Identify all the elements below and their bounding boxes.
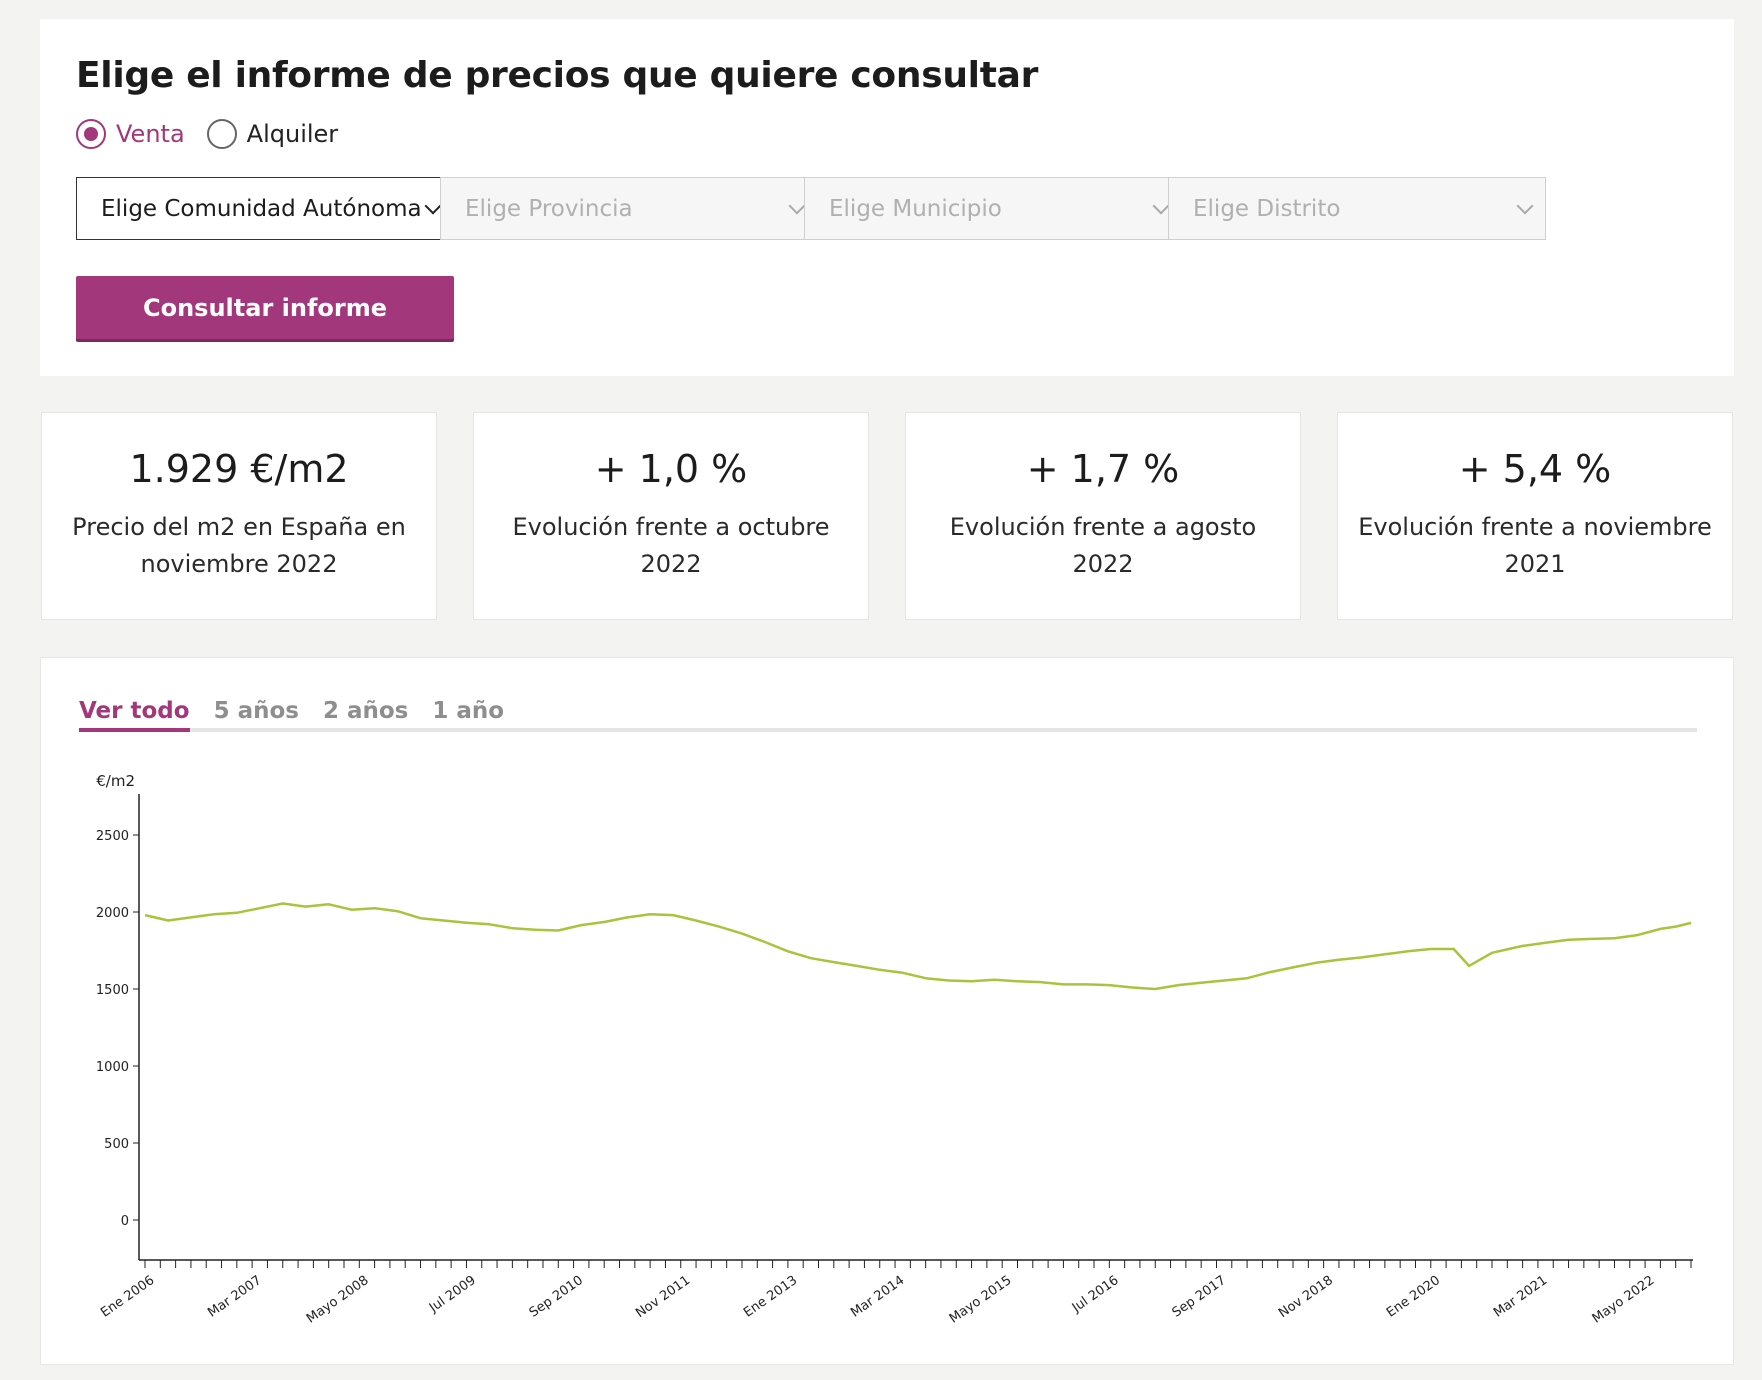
x-tick-label: Ene 2006: [98, 1273, 157, 1321]
stat-value: + 5,4 %: [1458, 447, 1612, 491]
radio-alquiler[interactable]: Alquiler: [206, 119, 339, 149]
chevron-down-icon: [1152, 197, 1170, 215]
select-distrito-value: Elige Distrito: [1193, 195, 1341, 222]
tab-2-anos[interactable]: 2 años: [322, 698, 409, 724]
stat-card-price: 1.929 €/m2 Precio del m2 en España en no…: [41, 412, 437, 620]
series-line: [144, 902, 1692, 991]
y-tick-label: 2500: [96, 829, 129, 844]
x-tick-label: Mayo 2022: [1590, 1273, 1658, 1327]
report-selector-panel: Elige el informe de precios que quiere c…: [40, 19, 1734, 376]
x-tick-label: Mayo 2008: [304, 1273, 372, 1327]
radio-alquiler-label[interactable]: Alquiler: [246, 120, 339, 148]
stat-description: Precio del m2 en España en noviembre 202…: [72, 513, 406, 578]
radio-venta[interactable]: Venta: [76, 119, 185, 149]
stat-card-yearly: + 5,4 % Evolución frente a noviembre 202…: [1337, 412, 1733, 620]
x-tick-label: Jul 2016: [1069, 1273, 1122, 1316]
x-tick-label: Ene 2020: [1384, 1273, 1443, 1321]
y-tick-label: 1000: [96, 1060, 129, 1075]
y-axis-label: €/m2: [96, 772, 135, 790]
y-tick-label: 1500: [96, 983, 129, 998]
radio-alquiler-indicator[interactable]: [206, 119, 237, 149]
period-tabs: Ver todo 5 años 2 años 1 año: [79, 698, 1697, 732]
select-provincia-value: Elige Provincia: [465, 195, 633, 222]
x-tick-label: Nov 2018: [1276, 1273, 1336, 1321]
tab-1-ano[interactable]: 1 año: [432, 698, 505, 724]
stat-value: 1.929 €/m2: [129, 447, 349, 491]
stat-value: + 1,7 %: [1026, 447, 1180, 491]
select-distrito[interactable]: Elige Distrito: [1168, 177, 1546, 240]
chevron-down-icon: [1516, 197, 1534, 215]
y-tick-label: 0: [121, 1214, 129, 1229]
select-municipio[interactable]: Elige Municipio: [804, 177, 1182, 240]
select-municipio-value: Elige Municipio: [829, 195, 1002, 222]
stat-description: Evolución frente a octubre 2022: [512, 513, 830, 578]
radio-venta-label[interactable]: Venta: [116, 120, 185, 148]
x-tick-label: Ene 2013: [741, 1273, 800, 1321]
stat-description: Evolución frente a noviembre 2021: [1358, 513, 1712, 578]
tab-5-anos[interactable]: 5 años: [213, 698, 299, 724]
x-tick-label: Mar 2007: [205, 1273, 264, 1321]
page-title: Elige el informe de precios que quiere c…: [76, 55, 1039, 96]
select-comunidad-value: Elige Comunidad Autónoma: [101, 195, 422, 222]
consult-report-button[interactable]: Consultar informe: [76, 276, 454, 339]
tab-ver-todo[interactable]: Ver todo: [79, 698, 190, 732]
x-tick-label: Mar 2014: [848, 1273, 907, 1321]
x-tick-label: Sep 2010: [527, 1273, 586, 1321]
x-tick-label: Nov 2011: [633, 1273, 693, 1321]
operation-radio-group: Venta Alquiler: [76, 119, 360, 149]
x-tick-label: Mar 2021: [1491, 1273, 1550, 1321]
chevron-down-icon: [788, 197, 806, 215]
stat-card-monthly: + 1,0 % Evolución frente a octubre 2022: [473, 412, 869, 620]
select-comunidad[interactable]: Elige Comunidad Autónoma: [76, 177, 454, 240]
stat-card-quarterly: + 1,7 % Evolución frente a agosto 2022: [905, 412, 1301, 620]
y-tick-label: 2000: [96, 906, 129, 921]
radio-venta-indicator[interactable]: [76, 119, 106, 149]
x-tick-label: Mayo 2015: [947, 1273, 1015, 1327]
select-provincia[interactable]: Elige Provincia: [440, 177, 818, 240]
stat-value: + 1,0 %: [594, 447, 748, 491]
chevron-down-icon: [424, 197, 442, 215]
x-tick-label: Jul 2009: [426, 1273, 479, 1316]
price-line-chart: €/m2 0 500 1000 1500 2000 2500 Ene 2006 Mar 2007…: [96, 772, 1693, 1327]
x-tick-label: Sep 2017: [1170, 1273, 1229, 1321]
y-tick-label: 500: [104, 1137, 129, 1152]
stat-description: Evolución frente a agosto 2022: [949, 513, 1257, 578]
price-chart-panel: Ver todo 5 años 2 años 1 año €/m2 0 500 100…: [40, 657, 1734, 1365]
